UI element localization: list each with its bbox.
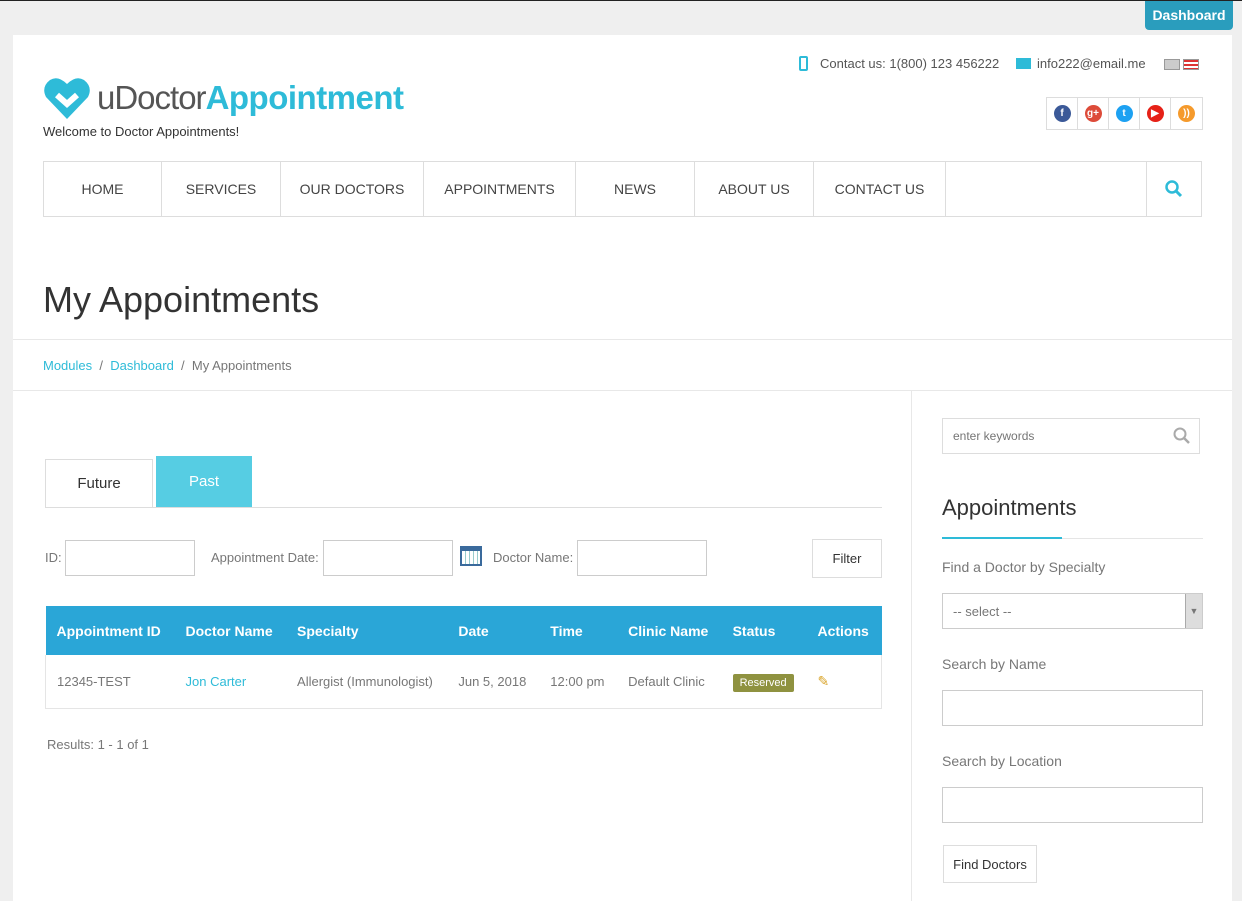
cell-specialty: Allergist (Immunologist) xyxy=(286,655,448,709)
social-link[interactable]: t xyxy=(1109,98,1140,129)
date-input[interactable] xyxy=(323,540,453,576)
cell-clinic: Default Clinic xyxy=(617,655,722,709)
column-header: Date xyxy=(447,606,540,655)
logo-text: uDoctor xyxy=(97,79,207,116)
chevron-down-icon[interactable]: ▼ xyxy=(1185,594,1202,628)
divider xyxy=(13,339,1232,340)
id-input[interactable] xyxy=(65,540,195,576)
breadcrumb-modules[interactable]: Modules xyxy=(43,358,93,373)
search-icon[interactable] xyxy=(1173,427,1191,445)
nav-appointments[interactable]: Appointments xyxy=(424,162,576,216)
specialty-label: Find a Doctor by Specialty xyxy=(942,559,1106,575)
cell-actions: ✎ xyxy=(806,655,883,709)
cell-id: 12345-TEST xyxy=(45,655,175,709)
find-doctors-button[interactable]: Find Doctors xyxy=(943,845,1037,883)
phone-icon xyxy=(799,56,808,71)
page-title: My Appointments xyxy=(43,279,320,320)
cell-doctor[interactable]: Jon Carter xyxy=(174,655,287,709)
tab-past[interactable]: Past xyxy=(156,456,252,507)
specialty-select-value: -- select -- xyxy=(953,603,1012,619)
facebook-icon: f xyxy=(1053,105,1071,122)
nav-our-doctors[interactable]: Our Doctors xyxy=(281,162,424,216)
breadcrumb-current: My Appointments xyxy=(191,358,292,373)
column-header: Specialty xyxy=(286,606,448,655)
date-label: Appointment Date: xyxy=(211,550,319,565)
language-flags xyxy=(1164,59,1199,70)
social-links: f g+ t ▶)) xyxy=(1046,97,1203,130)
id-label: ID: xyxy=(45,550,62,565)
table-row: 12345-TEST Jon Carter Allergist (Immunol… xyxy=(45,655,883,709)
flag-icon[interactable] xyxy=(1164,59,1180,70)
cell-date: Jun 5, 2018 xyxy=(447,655,540,709)
status-badge: Reserved xyxy=(732,673,794,692)
doctor-link[interactable]: Jon Carter xyxy=(185,673,247,689)
column-header: Appointment ID xyxy=(45,606,175,655)
google-plus-icon: g+ xyxy=(1084,105,1102,122)
contact-phone: Contact us: 1(800) 123 456222 xyxy=(799,56,999,71)
rss-icon: )) xyxy=(1178,105,1195,122)
dashboard-button[interactable]: Dashboard xyxy=(1145,1,1233,30)
edit-pencil-icon[interactable]: ✎ xyxy=(817,672,830,689)
nav-services[interactable]: Services xyxy=(162,162,281,216)
main-nav: Home Services Our Doctors Appointments N… xyxy=(43,161,1202,217)
specialty-select[interactable]: -- select -- ▼ xyxy=(942,593,1203,629)
column-header: Doctor Name xyxy=(174,606,287,655)
twitter-icon: t xyxy=(1115,105,1133,122)
youtube-icon: ▶ xyxy=(1146,105,1164,122)
heading-underline xyxy=(942,537,1203,539)
tagline: Welcome to Doctor Appointments! xyxy=(43,124,240,139)
breadcrumb-dashboard[interactable]: Dashboard xyxy=(110,358,174,373)
social-link[interactable]: g+ xyxy=(1078,98,1109,129)
contact-text: Contact us: 1(800) 123 456222 xyxy=(820,56,1000,71)
logo-text-accent: Appointment xyxy=(205,79,404,116)
location-input[interactable] xyxy=(942,787,1203,823)
tab-divider xyxy=(45,507,882,508)
keyword-input[interactable] xyxy=(943,419,1163,453)
heart-logo-icon xyxy=(44,78,90,119)
social-link[interactable]: )) xyxy=(1171,98,1202,129)
cell-time: 12:00 pm xyxy=(539,655,618,709)
column-header: Actions xyxy=(806,606,882,655)
nav-news[interactable]: News xyxy=(576,162,695,216)
breadcrumb: Modules / Dashboard / My Appointments xyxy=(43,358,292,373)
logo[interactable]: uDoctor Appointment xyxy=(43,75,404,121)
sidebar-heading: Appointments xyxy=(942,495,1077,520)
nav-spacer xyxy=(946,162,1147,216)
email-text: info222@email.me xyxy=(1037,56,1146,71)
social-link[interactable]: ▶ xyxy=(1140,98,1171,129)
column-header: Time xyxy=(539,606,618,655)
nav-about-us[interactable]: About Us xyxy=(695,162,814,216)
divider xyxy=(13,390,1232,391)
sidebar-divider xyxy=(911,391,912,901)
column-header: Clinic Name xyxy=(617,606,722,655)
nav-home[interactable]: Home xyxy=(44,162,162,216)
name-label: Search by Name xyxy=(942,656,1047,672)
appointments-table: Appointment ID Doctor Name Specialty Date Ti… xyxy=(45,606,883,709)
keyword-search[interactable] xyxy=(942,418,1200,454)
social-link[interactable]: f xyxy=(1047,98,1078,129)
contact-email[interactable]: info222@email.me xyxy=(1016,56,1146,71)
search-icon xyxy=(1165,180,1183,198)
tab-future[interactable]: Future xyxy=(45,459,153,507)
name-input[interactable] xyxy=(942,690,1203,726)
email-icon xyxy=(1016,58,1031,69)
location-label: Search by Location xyxy=(942,753,1062,769)
results-count: Results: 1 - 1 of 1 xyxy=(47,737,149,752)
us-flag-icon[interactable] xyxy=(1183,59,1199,70)
filter-button[interactable]: Filter xyxy=(812,539,882,578)
calendar-icon[interactable] xyxy=(460,546,482,566)
search-button[interactable] xyxy=(1147,162,1201,216)
cell-status: Reserved xyxy=(721,655,807,709)
nav-contact-us[interactable]: Contact Us xyxy=(814,162,946,216)
doctor-label: Doctor Name: xyxy=(493,550,574,565)
doctor-name-input[interactable] xyxy=(577,540,707,576)
column-header: Status xyxy=(721,606,807,655)
